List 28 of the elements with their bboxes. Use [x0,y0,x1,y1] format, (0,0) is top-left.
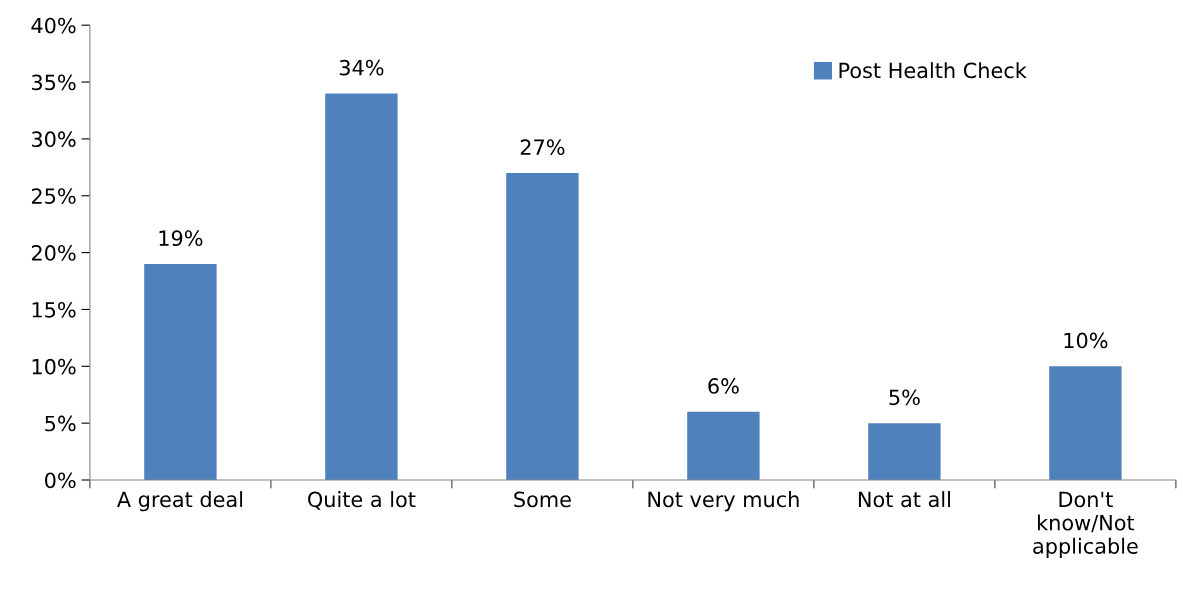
x-tick-label: A great deal [116,491,243,512]
x-tick-label: Not at all [858,491,950,508]
bar [506,173,579,480]
bar [687,411,760,480]
bar [1049,366,1122,480]
x-tick-label: Don't know/Not applicable [1033,491,1138,558]
data-label: 19% [159,230,203,247]
data-label: 6% [708,378,739,394]
y-tick-label: 10% [32,358,76,375]
y-tick-label: 5% [45,415,76,432]
y-tick-label: 40% [31,17,76,34]
x-tick-label: Quite a lot [308,491,416,510]
y-tick-label: 20% [31,245,76,261]
data-label: 34% [339,59,384,76]
bar [325,93,398,480]
x-tick-label: Not very much [648,491,799,512]
y-tick-label: 15% [32,301,76,318]
bar [868,423,941,480]
y-tick-label: 30% [32,131,76,148]
y-tick-label: 35% [32,74,76,91]
data-label: 10% [1064,332,1108,349]
data-label: 5% [889,389,920,406]
bar [144,263,217,480]
legend-label: Post Health Check [839,62,1027,79]
y-tick-label: 0% [45,472,76,489]
y-tick-label: 25% [31,188,76,204]
data-label: 27% [520,139,565,156]
x-tick-label: Some [514,491,571,508]
